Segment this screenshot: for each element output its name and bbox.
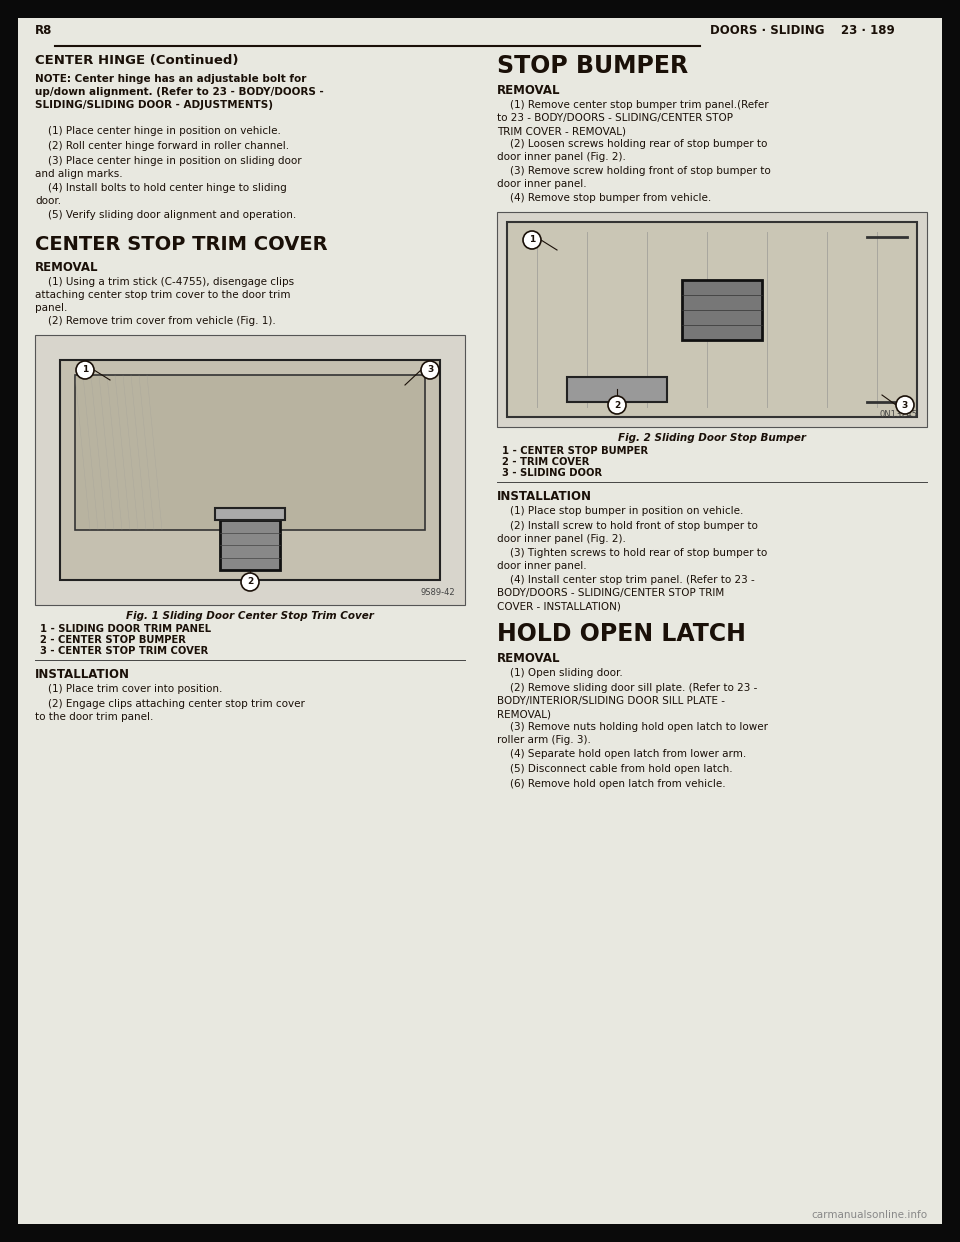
Text: 1 - SLIDING DOOR TRIM PANEL: 1 - SLIDING DOOR TRIM PANEL <box>40 623 211 633</box>
Text: (3) Place center hinge in position on sliding door
and align marks.: (3) Place center hinge in position on sl… <box>35 156 301 179</box>
Text: 0N13245: 0N13245 <box>879 410 917 419</box>
Text: 2: 2 <box>613 400 620 410</box>
Text: HOLD OPEN LATCH: HOLD OPEN LATCH <box>497 622 746 646</box>
Text: (1) Remove center stop bumper trim panel.(Refer
to 23 - BODY/DOORS - SLIDING/CEN: (1) Remove center stop bumper trim panel… <box>497 101 769 137</box>
Text: (2) Engage clips attaching center stop trim cover
to the door trim panel.: (2) Engage clips attaching center stop t… <box>35 699 305 722</box>
Text: 3 - CENTER STOP TRIM COVER: 3 - CENTER STOP TRIM COVER <box>40 646 208 656</box>
Text: INSTALLATION: INSTALLATION <box>35 668 130 681</box>
Text: R8: R8 <box>35 24 53 37</box>
Bar <box>60 360 440 580</box>
Text: 3: 3 <box>427 365 433 375</box>
Text: REMOVAL: REMOVAL <box>497 652 561 664</box>
Text: (1) Place trim cover into position.: (1) Place trim cover into position. <box>35 684 223 694</box>
Text: (3) Remove screw holding front of stop bumper to
door inner panel.: (3) Remove screw holding front of stop b… <box>497 166 771 189</box>
Circle shape <box>76 361 94 379</box>
Text: (2) Install screw to hold front of stop bumper to
door inner panel (Fig. 2).: (2) Install screw to hold front of stop … <box>497 520 757 544</box>
Bar <box>35 335 465 605</box>
Text: Fig. 2 Sliding Door Stop Bumper: Fig. 2 Sliding Door Stop Bumper <box>618 433 806 443</box>
Text: STOP BUMPER: STOP BUMPER <box>497 53 688 78</box>
Text: (5) Disconnect cable from hold open latch.: (5) Disconnect cable from hold open latc… <box>497 764 732 774</box>
Text: 2 - CENTER STOP BUMPER: 2 - CENTER STOP BUMPER <box>40 635 186 645</box>
Text: (4) Install center stop trim panel. (Refer to 23 -
BODY/DOORS - SLIDING/CENTER S: (4) Install center stop trim panel. (Ref… <box>497 575 755 611</box>
Text: (6) Remove hold open latch from vehicle.: (6) Remove hold open latch from vehicle. <box>497 779 726 789</box>
Text: 2 - TRIM COVER: 2 - TRIM COVER <box>502 457 589 467</box>
Bar <box>682 279 762 340</box>
Text: REMOVAL: REMOVAL <box>497 84 561 97</box>
Bar <box>497 212 927 427</box>
Text: NOTE: Center hinge has an adjustable bolt for
up/down alignment. (Refer to 23 - : NOTE: Center hinge has an adjustable bol… <box>35 75 324 111</box>
Text: (4) Remove stop bumper from vehicle.: (4) Remove stop bumper from vehicle. <box>497 193 711 202</box>
Text: (3) Remove nuts holding hold open latch to lower
roller arm (Fig. 3).: (3) Remove nuts holding hold open latch … <box>497 722 768 745</box>
Text: (1) Place stop bumper in position on vehicle.: (1) Place stop bumper in position on veh… <box>497 505 743 515</box>
Text: (2) Loosen screws holding rear of stop bumper to
door inner panel (Fig. 2).: (2) Loosen screws holding rear of stop b… <box>497 139 767 161</box>
Bar <box>220 520 280 570</box>
Text: CENTER HINGE (Continued): CENTER HINGE (Continued) <box>35 53 238 67</box>
Circle shape <box>523 231 541 248</box>
Text: DOORS · SLIDING    23 · 189: DOORS · SLIDING 23 · 189 <box>710 24 895 37</box>
Text: (2) Remove trim cover from vehicle (Fig. 1).: (2) Remove trim cover from vehicle (Fig.… <box>35 315 276 325</box>
Text: carmanualsonline.info: carmanualsonline.info <box>812 1210 928 1220</box>
Text: 3: 3 <box>901 400 908 410</box>
Text: (4) Separate hold open latch from lower arm.: (4) Separate hold open latch from lower … <box>497 749 746 759</box>
Text: (5) Verify sliding door alignment and operation.: (5) Verify sliding door alignment and op… <box>35 210 297 220</box>
Text: REMOVAL: REMOVAL <box>35 261 99 274</box>
Circle shape <box>241 573 259 591</box>
Text: (1) Open sliding door.: (1) Open sliding door. <box>497 668 623 678</box>
Bar <box>75 375 425 530</box>
Text: (4) Install bolts to hold center hinge to sliding
door.: (4) Install bolts to hold center hinge t… <box>35 183 287 206</box>
Text: (3) Tighten screws to hold rear of stop bumper to
door inner panel.: (3) Tighten screws to hold rear of stop … <box>497 548 767 571</box>
Text: (1) Place center hinge in position on vehicle.: (1) Place center hinge in position on ve… <box>35 125 281 137</box>
Text: 1: 1 <box>529 236 535 245</box>
Bar <box>507 222 917 417</box>
Text: (2) Remove sliding door sill plate. (Refer to 23 -
BODY/INTERIOR/SLIDING DOOR SI: (2) Remove sliding door sill plate. (Ref… <box>497 683 757 719</box>
Text: INSTALLATION: INSTALLATION <box>497 491 592 503</box>
Circle shape <box>896 396 914 414</box>
Text: 2: 2 <box>247 578 253 586</box>
Text: 9S89-42: 9S89-42 <box>420 587 455 597</box>
Text: (1) Using a trim stick (C-4755), disengage clips
attaching center stop trim cove: (1) Using a trim stick (C-4755), disenga… <box>35 277 294 313</box>
Text: CENTER STOP TRIM COVER: CENTER STOP TRIM COVER <box>35 235 327 255</box>
Text: 1 - CENTER STOP BUMPER: 1 - CENTER STOP BUMPER <box>502 446 648 456</box>
Bar <box>567 378 667 402</box>
Text: 1: 1 <box>82 365 88 375</box>
Circle shape <box>608 396 626 414</box>
Text: 3 - SLIDING DOOR: 3 - SLIDING DOOR <box>502 468 602 478</box>
Bar <box>215 508 285 520</box>
Circle shape <box>421 361 439 379</box>
Text: Fig. 1 Sliding Door Center Stop Trim Cover: Fig. 1 Sliding Door Center Stop Trim Cov… <box>126 611 374 621</box>
Text: (2) Roll center hinge forward in roller channel.: (2) Roll center hinge forward in roller … <box>35 142 289 152</box>
